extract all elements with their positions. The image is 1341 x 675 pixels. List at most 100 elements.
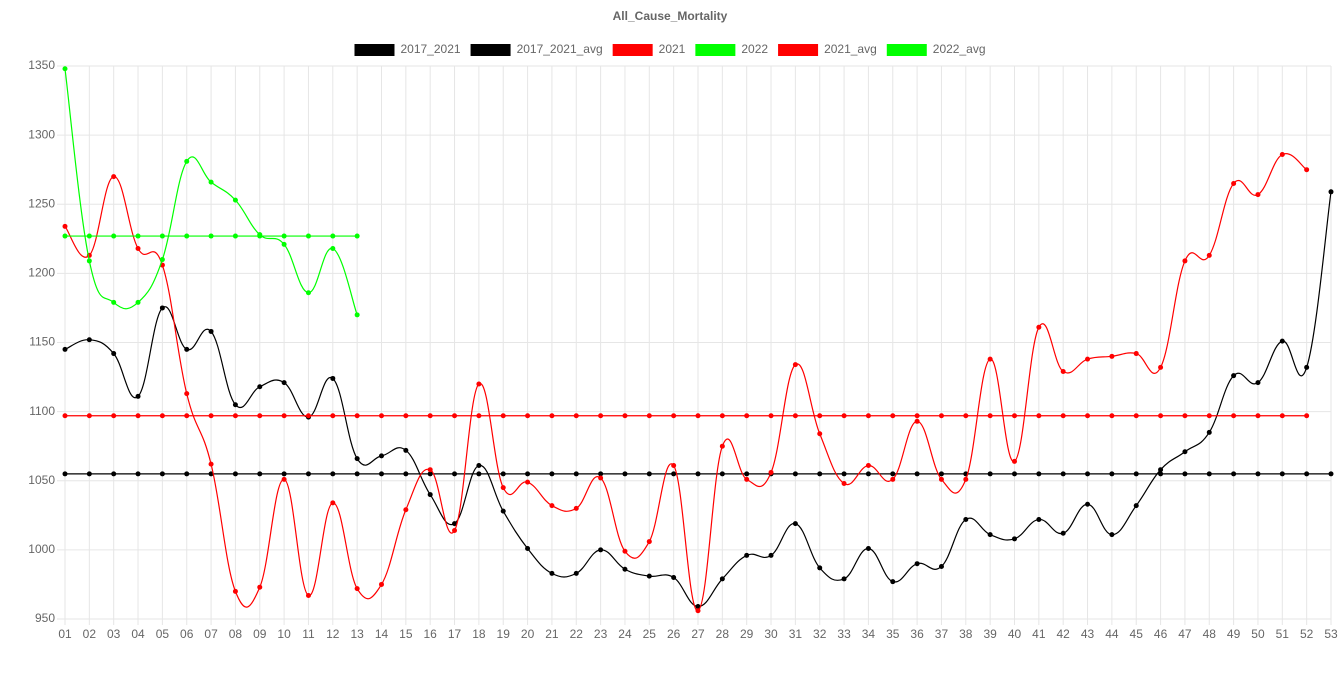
data-point xyxy=(62,413,68,419)
y-tick-label: 1200 xyxy=(28,266,55,280)
data-point xyxy=(111,413,117,419)
data-point xyxy=(354,586,360,592)
data-point xyxy=(914,418,920,424)
x-tick-label: 27 xyxy=(691,627,705,641)
x-tick-label: 35 xyxy=(886,627,900,641)
data-point xyxy=(1158,364,1164,370)
legend-swatch xyxy=(354,44,395,56)
data-point xyxy=(1206,471,1212,477)
x-tick-label: 08 xyxy=(229,627,243,641)
data-point xyxy=(646,413,652,419)
data-point xyxy=(1158,413,1164,419)
x-tick-label: 43 xyxy=(1081,627,1095,641)
legend-swatch xyxy=(612,44,653,56)
data-point xyxy=(111,174,117,180)
data-point xyxy=(914,413,920,419)
data-point xyxy=(938,413,944,419)
x-tick-label: 18 xyxy=(472,627,486,641)
data-point xyxy=(1012,536,1017,542)
data-point xyxy=(1060,369,1066,375)
x-tick-label: 46 xyxy=(1154,627,1168,641)
data-point xyxy=(1085,501,1091,507)
data-point xyxy=(817,565,823,571)
x-tick-label: 16 xyxy=(424,627,438,641)
data-point xyxy=(208,179,214,185)
data-point xyxy=(159,305,165,311)
data-point xyxy=(305,413,311,419)
x-tick-label: 26 xyxy=(667,627,681,641)
data-point xyxy=(257,584,263,590)
data-point xyxy=(1231,471,1237,477)
data-point xyxy=(671,575,677,581)
x-tick-label: 11 xyxy=(302,627,315,641)
x-tick-label: 33 xyxy=(837,627,851,641)
data-point xyxy=(1328,471,1334,477)
data-point xyxy=(1182,471,1188,477)
data-point xyxy=(184,233,190,239)
data-point xyxy=(62,346,68,352)
x-tick-label: 20 xyxy=(521,627,535,641)
y-tick-label: 1250 xyxy=(28,196,55,210)
data-point xyxy=(452,413,458,419)
data-point xyxy=(1206,413,1212,419)
x-tick-label: 29 xyxy=(740,627,754,641)
data-point xyxy=(938,476,944,482)
data-point xyxy=(184,471,190,477)
x-tick-label: 28 xyxy=(716,627,730,641)
x-tick-label: 32 xyxy=(813,627,827,641)
data-point xyxy=(476,471,482,477)
data-point xyxy=(305,233,311,239)
x-tick-label: 09 xyxy=(253,627,267,641)
x-tick-label: 50 xyxy=(1251,627,1265,641)
data-point xyxy=(1255,471,1261,477)
data-point xyxy=(744,471,750,477)
data-point xyxy=(1158,471,1164,477)
data-point xyxy=(281,476,287,482)
data-point xyxy=(1133,503,1139,509)
data-point xyxy=(841,471,847,477)
data-point xyxy=(403,447,409,453)
data-point xyxy=(354,233,360,239)
data-point xyxy=(1182,413,1188,419)
x-tick-label: 12 xyxy=(326,627,340,641)
data-point xyxy=(573,570,579,576)
data-point xyxy=(1109,471,1115,477)
x-tick-label: 53 xyxy=(1324,627,1338,641)
data-point xyxy=(890,476,896,482)
x-tick-label: 13 xyxy=(350,627,364,641)
data-point xyxy=(987,532,993,538)
data-point xyxy=(646,471,652,477)
data-point xyxy=(695,471,701,477)
data-point xyxy=(257,233,263,239)
x-tick-label: 30 xyxy=(764,627,778,641)
x-tick-label: 44 xyxy=(1105,627,1119,641)
data-point xyxy=(598,413,604,419)
data-point xyxy=(865,471,871,477)
data-point xyxy=(622,471,628,477)
data-point xyxy=(890,579,896,585)
data-point xyxy=(1279,471,1285,477)
data-point xyxy=(744,552,750,558)
data-point xyxy=(62,223,68,229)
x-tick-label: 49 xyxy=(1227,627,1241,641)
x-tick-label: 21 xyxy=(545,627,559,641)
data-point xyxy=(1012,458,1017,464)
data-point xyxy=(500,471,506,477)
data-point xyxy=(208,233,214,239)
data-point xyxy=(622,413,628,419)
data-point xyxy=(379,581,384,587)
data-point xyxy=(817,471,823,477)
data-point xyxy=(1255,380,1261,386)
data-point xyxy=(86,471,92,477)
data-point xyxy=(1036,324,1042,330)
data-point xyxy=(622,566,628,572)
data-point xyxy=(1279,151,1285,157)
data-point xyxy=(159,233,165,239)
series-line xyxy=(64,152,1308,612)
data-point xyxy=(963,516,969,522)
data-point xyxy=(987,471,993,477)
legend-swatch xyxy=(695,44,736,56)
data-point xyxy=(719,413,725,419)
x-tick-label: 48 xyxy=(1203,627,1217,641)
data-point xyxy=(1279,338,1285,344)
